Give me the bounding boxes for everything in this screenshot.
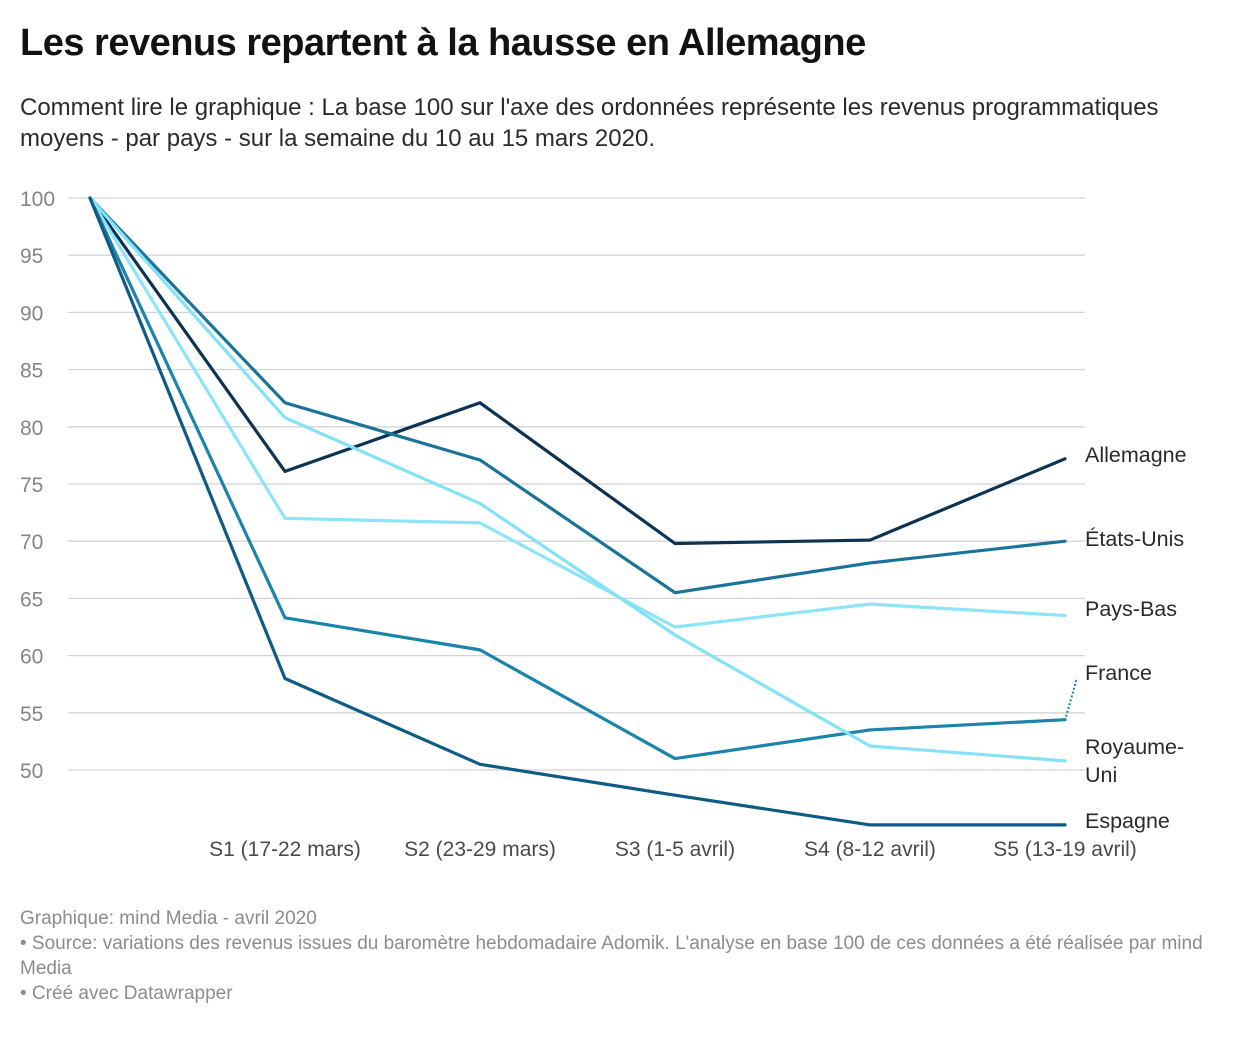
y-tick-label: 55	[20, 703, 43, 726]
series-line	[88, 196, 1067, 595]
y-tick-label: 60	[20, 646, 43, 669]
series-line	[88, 196, 1067, 629]
y-tick-label: 50	[20, 760, 43, 783]
x-tick-label: S2 (23-29 mars)	[404, 838, 556, 861]
y-tick-label: 90	[20, 302, 43, 325]
series-labels: Allemagne États-Unis Pays-Bas France Royaume…	[1085, 443, 1187, 833]
series-label: Pays-Bas	[1085, 597, 1177, 621]
x-tick-label: S1 (17-22 mars)	[209, 838, 361, 861]
series-line	[88, 196, 1067, 827]
series-line	[88, 196, 1067, 763]
y-tick-label: 75	[20, 474, 43, 497]
footer-tool: • Créé avec Datawrapper	[20, 983, 233, 1004]
series-label: Espagne	[1085, 809, 1170, 833]
x-tick-label: S3 (1-5 avril)	[615, 838, 735, 861]
y-tick-label: 85	[20, 360, 43, 383]
x-tick-label: S5 (13-19 avril)	[993, 838, 1137, 861]
y-tick-label: 95	[20, 245, 43, 268]
y-tick-label: 80	[20, 417, 43, 440]
footer-source: • Source: variations des revenus issues …	[20, 933, 1203, 979]
x-tick-label: S4 (8-12 avril)	[804, 838, 936, 861]
chart-subtitle: Comment lire le graphique : La base 100 …	[20, 94, 1159, 152]
x-axis-ticks: S1 (17-22 mars) S2 (23-29 mars) S3 (1-5 av…	[209, 838, 1137, 861]
y-tick-label: 70	[20, 531, 43, 554]
series-label: Royaume-Uni	[1085, 735, 1184, 787]
series-line	[88, 196, 1067, 761]
y-tick-label: 100	[20, 188, 55, 211]
series-line	[88, 196, 1067, 546]
series-label: Allemagne	[1085, 443, 1187, 467]
series-label: France	[1085, 661, 1152, 685]
chart-footer: Graphique: mind Media - avril 2020 • Sou…	[20, 906, 1210, 1006]
gridlines	[68, 197, 1085, 771]
series-lines	[88, 196, 1078, 827]
y-axis-ticks: 100 95 90 85 80 75 70 65 60 55 50	[20, 188, 55, 783]
footer-credit: Graphique: mind Media - avril 2020	[20, 908, 317, 929]
y-tick-label: 65	[20, 588, 43, 611]
series-label: États-Unis	[1085, 526, 1184, 551]
chart-title: Les revenus repartent à la hausse en All…	[20, 22, 866, 64]
label-connector	[1065, 677, 1078, 717]
